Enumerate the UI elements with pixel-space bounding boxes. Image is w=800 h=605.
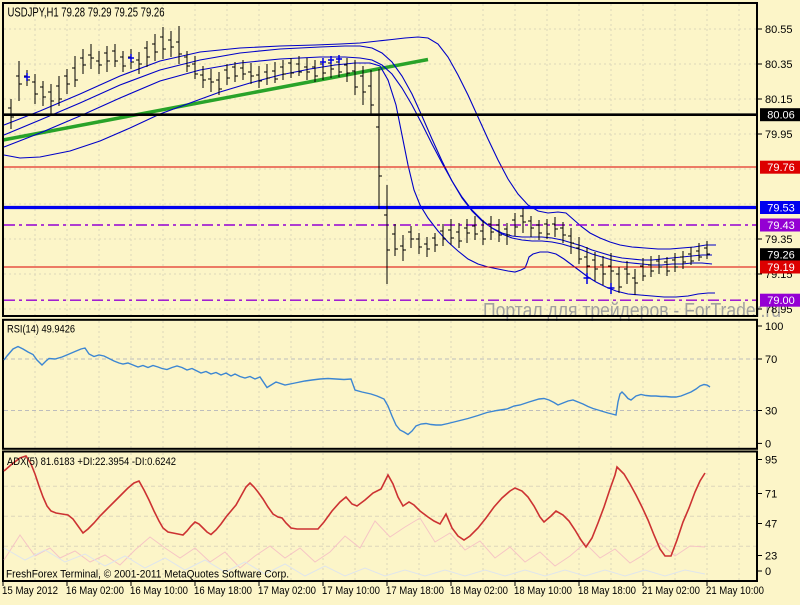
- svg-text:USDJPY,H1 79.28 79.29 79.25 7: USDJPY,H1 79.28 79.29 79.25 79.26: [8, 6, 165, 20]
- svg-text:71: 71: [765, 489, 777, 501]
- svg-text:79.00: 79.00: [767, 295, 795, 307]
- svg-text:80.55: 80.55: [765, 24, 793, 36]
- svg-text:RSI(14) 49.9426: RSI(14) 49.9426: [7, 324, 75, 336]
- svg-text:0: 0: [765, 566, 771, 578]
- svg-text:16 May 02:00: 16 May 02:00: [66, 585, 124, 597]
- svg-text:17 May 02:00: 17 May 02:00: [258, 585, 316, 597]
- svg-text:18 May 02:00: 18 May 02:00: [450, 585, 508, 597]
- svg-text:70: 70: [765, 354, 777, 366]
- svg-text:17 May 10:00: 17 May 10:00: [322, 585, 380, 597]
- svg-text:78.95: 78.95: [765, 304, 793, 316]
- svg-text:17 May 18:00: 17 May 18:00: [386, 585, 444, 597]
- svg-text:15 May 2012: 15 May 2012: [2, 585, 58, 597]
- svg-text:16 May 18:00: 16 May 18:00: [194, 585, 252, 597]
- svg-text:Портал для трейдеров - ForTrad: Портал для трейдеров - ForTrader.ru: [483, 300, 781, 322]
- svg-text:21 May 10:00: 21 May 10:00: [706, 585, 764, 597]
- svg-text:100: 100: [765, 321, 783, 333]
- svg-text:47: 47: [765, 519, 777, 531]
- svg-text:80.15: 80.15: [765, 94, 793, 106]
- svg-text:18 May 10:00: 18 May 10:00: [514, 585, 572, 597]
- svg-text:95: 95: [765, 455, 777, 467]
- svg-text:79.26: 79.26: [767, 250, 795, 262]
- svg-text:21 May 02:00: 21 May 02:00: [642, 585, 700, 597]
- svg-text:30: 30: [765, 406, 777, 418]
- svg-text:79.43: 79.43: [767, 220, 795, 232]
- svg-text:79.95: 79.95: [765, 129, 793, 141]
- svg-text:FreshForex Terminal, © 2001-20: FreshForex Terminal, © 2001-2011 MetaQuo…: [6, 569, 289, 581]
- svg-text:16 May 10:00: 16 May 10:00: [130, 585, 188, 597]
- svg-text:79.35: 79.35: [765, 234, 793, 246]
- svg-text:0: 0: [765, 438, 771, 450]
- svg-text:79.19: 79.19: [767, 262, 795, 274]
- svg-text:23: 23: [765, 551, 777, 563]
- svg-text:80.06: 80.06: [767, 110, 795, 122]
- svg-text:79.76: 79.76: [767, 162, 795, 174]
- svg-text:18 May 18:00: 18 May 18:00: [578, 585, 636, 597]
- svg-text:80.35: 80.35: [765, 59, 793, 71]
- svg-text:ADX(5) 81.6183 +DI:22.3954 -DI: ADX(5) 81.6183 +DI:22.3954 -DI:0.6242: [7, 456, 176, 468]
- svg-text:79.53: 79.53: [767, 203, 795, 215]
